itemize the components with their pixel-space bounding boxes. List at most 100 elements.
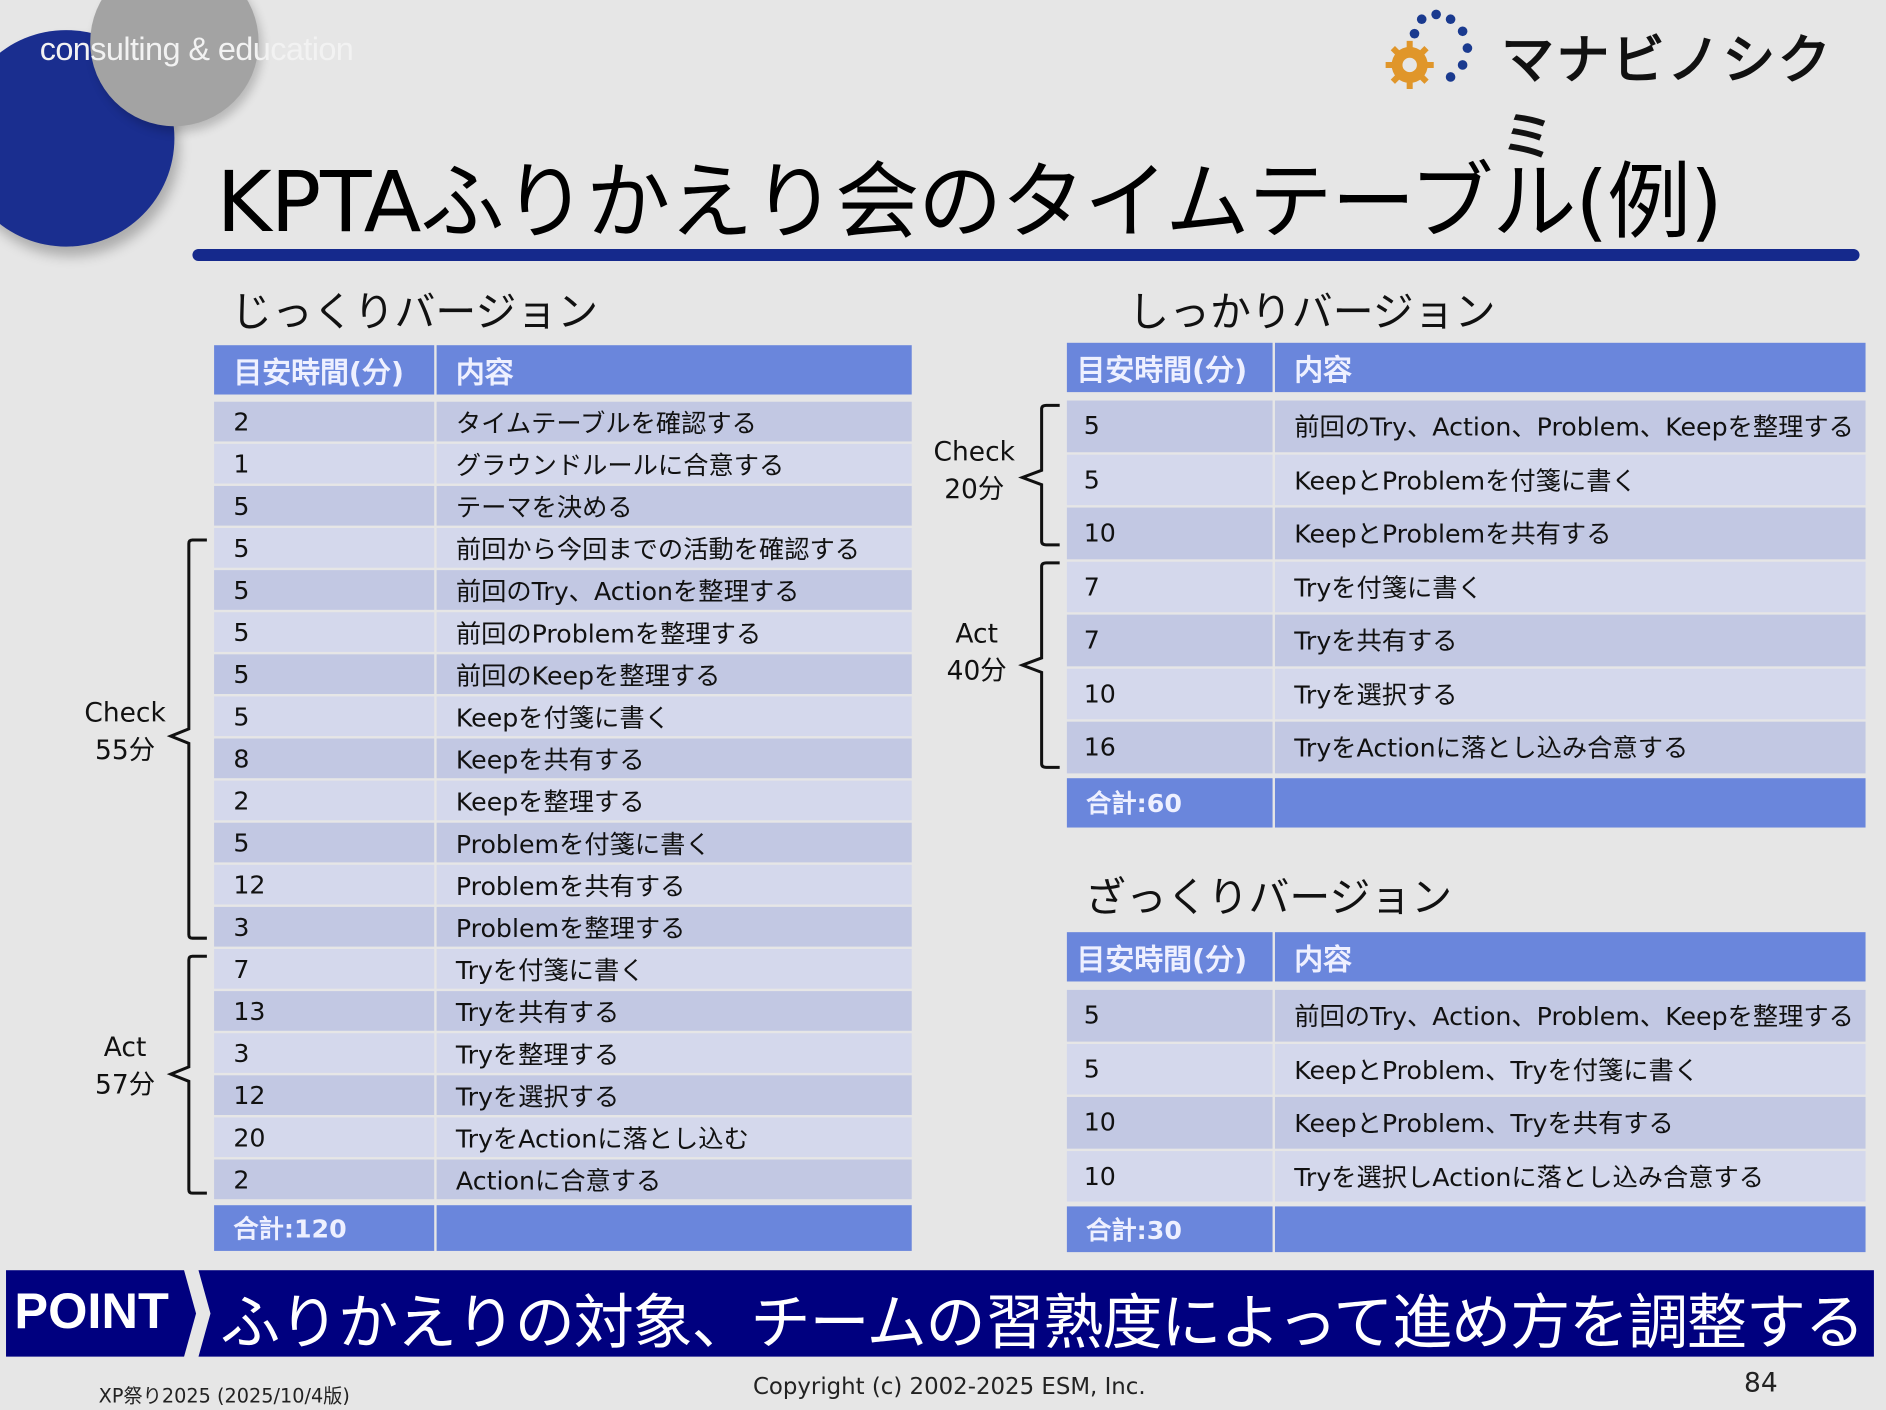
col-time-header: 目安時間(分) [1066, 342, 1273, 393]
cell-content: Keepを付箋に書く [436, 696, 912, 737]
table-total-row: 合計:120 [214, 1205, 912, 1251]
cell-time: 5 [1066, 400, 1273, 452]
cell-content: 前回のTry、Actionを整理する [436, 570, 912, 610]
col-content-header: 内容 [1274, 342, 1866, 393]
table-row: 10 Tryを選択する [1066, 668, 1866, 720]
jikkuri-act-bracket [166, 954, 207, 1195]
cell-time: 10 [1066, 507, 1273, 559]
table-row: 5 Keepを付箋に書く [214, 696, 912, 737]
table-row: 13 Tryを共有する [214, 991, 912, 1031]
cell-time: 3 [214, 906, 435, 947]
table-row: 1 グラウンドルールに合意する [214, 443, 912, 484]
table-row: 12 Tryを選択する [214, 1075, 912, 1115]
phase-time: 57分 [95, 1070, 156, 1101]
table-total-row: 合計:60 [1066, 777, 1866, 827]
cell-content: KeepとProblemを付箋に書く [1274, 454, 1866, 506]
cell-content: 前回のKeepを整理する [436, 654, 912, 695]
tagline: consulting & education [39, 31, 354, 68]
cell-time: 5 [214, 696, 435, 737]
jikkuri-heading: じっくりバージョン [230, 288, 599, 337]
cell-time: 10 [1066, 668, 1273, 720]
table-row: 5 前回のTry、Action、Problem、Keepを整理する [1066, 989, 1866, 1042]
cell-time: 12 [214, 1075, 435, 1115]
table-row: 16 TryをActionに落とし込み合意する [1066, 721, 1866, 773]
total-empty [1274, 777, 1866, 827]
cell-content: KeepとProblemを共有する [1274, 507, 1866, 559]
cell-time: 16 [1066, 721, 1273, 773]
page-number: 84 [1744, 1368, 1778, 1399]
table-row: 5 前回のTry、Actionを整理する [214, 570, 912, 610]
cell-content: Tryを付箋に書く [1274, 561, 1866, 613]
table-header: 目安時間(分) 内容 [1066, 342, 1866, 393]
jikkuri-check-label: Check 55分 [71, 695, 179, 770]
cell-content: KeepとProblem、Tryを共有する [1274, 1096, 1866, 1149]
cell-time: 8 [214, 738, 435, 779]
page-title: KPTAふりかえり会のタイムテーブル(例) [216, 152, 1723, 252]
cell-time: 10 [1066, 1150, 1273, 1202]
cell-time: 5 [214, 528, 435, 568]
shikkari-act-label: Act 40分 [923, 616, 1031, 691]
phase-name: Check [84, 698, 166, 729]
total-empty [436, 1205, 912, 1251]
cell-time: 7 [1066, 614, 1273, 666]
phase-time: 40分 [946, 656, 1007, 687]
table-header: 目安時間(分) 内容 [1066, 932, 1866, 982]
shikkari-act-bracket [1018, 561, 1060, 769]
table-header: 目安時間(分) 内容 [214, 345, 912, 395]
cell-content: KeepとProblem、Tryを付箋に書く [1274, 1043, 1866, 1095]
cell-content: Tryを選択する [436, 1075, 912, 1115]
table-row: 3 Tryを整理する [214, 1033, 912, 1073]
table-row: 2 Keepを整理する [214, 780, 912, 821]
cell-content: Keepを共有する [436, 738, 912, 779]
phase-time: 55分 [95, 736, 156, 767]
cell-content: TryをActionに落とし込む [436, 1117, 912, 1158]
cell-content: Problemを共有する [436, 864, 912, 905]
table-row: 5 テーマを決める [214, 485, 912, 526]
cell-content: Tryを共有する [436, 991, 912, 1031]
cell-time: 7 [1066, 561, 1273, 613]
table-row: 10 KeepとProblem、Tryを共有する [1066, 1096, 1866, 1149]
cell-content: グラウンドルールに合意する [436, 443, 912, 484]
table-row: 5 Problemを付箋に書く [214, 822, 912, 863]
cell-time: 5 [214, 570, 435, 610]
table-row: 5 KeepとProblemを付箋に書く [1066, 454, 1866, 506]
cell-content: Problemを整理する [436, 906, 912, 947]
zakkuri-table: 目安時間(分) 内容 5 前回のTry、Action、Problem、Keepを整… [1066, 932, 1866, 1254]
cell-time: 2 [214, 780, 435, 821]
cell-time: 10 [1066, 1096, 1273, 1149]
cell-content: タイムテーブルを確認する [436, 401, 912, 442]
cell-time: 5 [214, 485, 435, 526]
cell-content: Tryを選択しActionに落とし込み合意する [1274, 1150, 1866, 1202]
point-label: POINT [14, 1282, 169, 1339]
table-row: 2 Actionに合意する [214, 1159, 912, 1200]
footer-event: XP祭り2025 (2025/10/4版) [98, 1384, 350, 1408]
cell-content: 前回のTry、Action、Problem、Keepを整理する [1274, 400, 1866, 452]
table-row: 10 KeepとProblemを共有する [1066, 507, 1866, 559]
phase-name: Act [103, 1033, 147, 1064]
col-content-header: 内容 [436, 345, 912, 395]
phase-name: Act [955, 619, 998, 650]
jikkuri-check-bracket [166, 538, 207, 940]
table-row: 2 タイムテーブルを確認する [214, 401, 912, 442]
cell-time: 7 [214, 949, 435, 989]
cell-content: Actionに合意する [436, 1159, 912, 1200]
cell-content: TryをActionに落とし込み合意する [1274, 721, 1866, 773]
cell-content: Tryを整理する [436, 1033, 912, 1073]
cell-content: 前回から今回までの活動を確認する [436, 528, 912, 568]
cell-content: 前回のTry、Action、Problem、Keepを整理する [1274, 989, 1866, 1042]
cell-time: 2 [214, 401, 435, 442]
cell-time: 12 [214, 864, 435, 905]
cell-time: 20 [214, 1117, 435, 1158]
table-row: 3 Problemを整理する [214, 906, 912, 947]
table-total-row: 合計:30 [1066, 1206, 1866, 1253]
shikkari-check-bracket [1018, 403, 1060, 547]
jikkuri-act-label: Act 57分 [71, 1030, 179, 1105]
gear-logo-icon [1385, 9, 1473, 90]
cell-time: 3 [214, 1033, 435, 1073]
cell-time: 2 [214, 1159, 435, 1200]
col-content-header: 内容 [1274, 932, 1866, 982]
logo-wordmark: マナビノシクミ [1501, 30, 1834, 169]
total-empty [1274, 1206, 1866, 1253]
total-value: 合計:60 [1066, 777, 1273, 827]
